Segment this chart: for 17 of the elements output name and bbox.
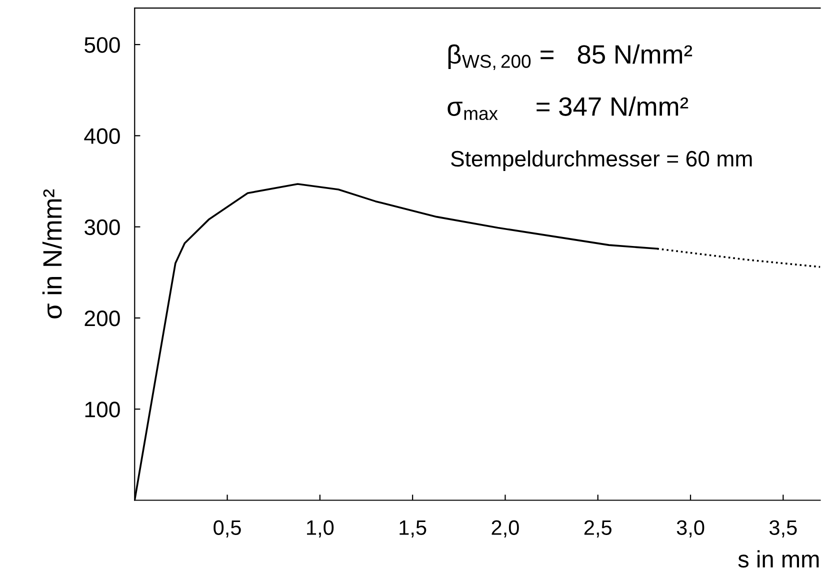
x-tick-label: 1,0 xyxy=(307,520,334,538)
x-tick-label: 1,5 xyxy=(400,520,426,538)
y-tick-label: 400 xyxy=(84,128,120,144)
y-tick-label: 500 xyxy=(84,37,120,53)
y-tick-label: 300 xyxy=(84,219,120,236)
x-tick-label: 3,5 xyxy=(769,520,797,538)
x-tick-label: 2,0 xyxy=(492,520,519,538)
text: σ$_{max}$ = 347 N/mm² xyxy=(448,96,688,120)
y-axis-title: σ in N/mm² xyxy=(42,189,62,318)
annotation: Stempeldurchmesser = 60 mm xyxy=(451,150,752,172)
x-tick-label: 2,5 xyxy=(584,520,612,538)
x-tick-label: 0,5 xyxy=(214,520,241,538)
y-tick-label: 100 xyxy=(85,402,120,418)
annotation: β$_{WS,200}$ = 85 N/mm² xyxy=(448,44,692,70)
x-tick-label: 3,0 xyxy=(676,520,704,538)
x-axis-title: s in mm xyxy=(738,550,819,568)
y-tick-label: 200 xyxy=(84,310,120,326)
